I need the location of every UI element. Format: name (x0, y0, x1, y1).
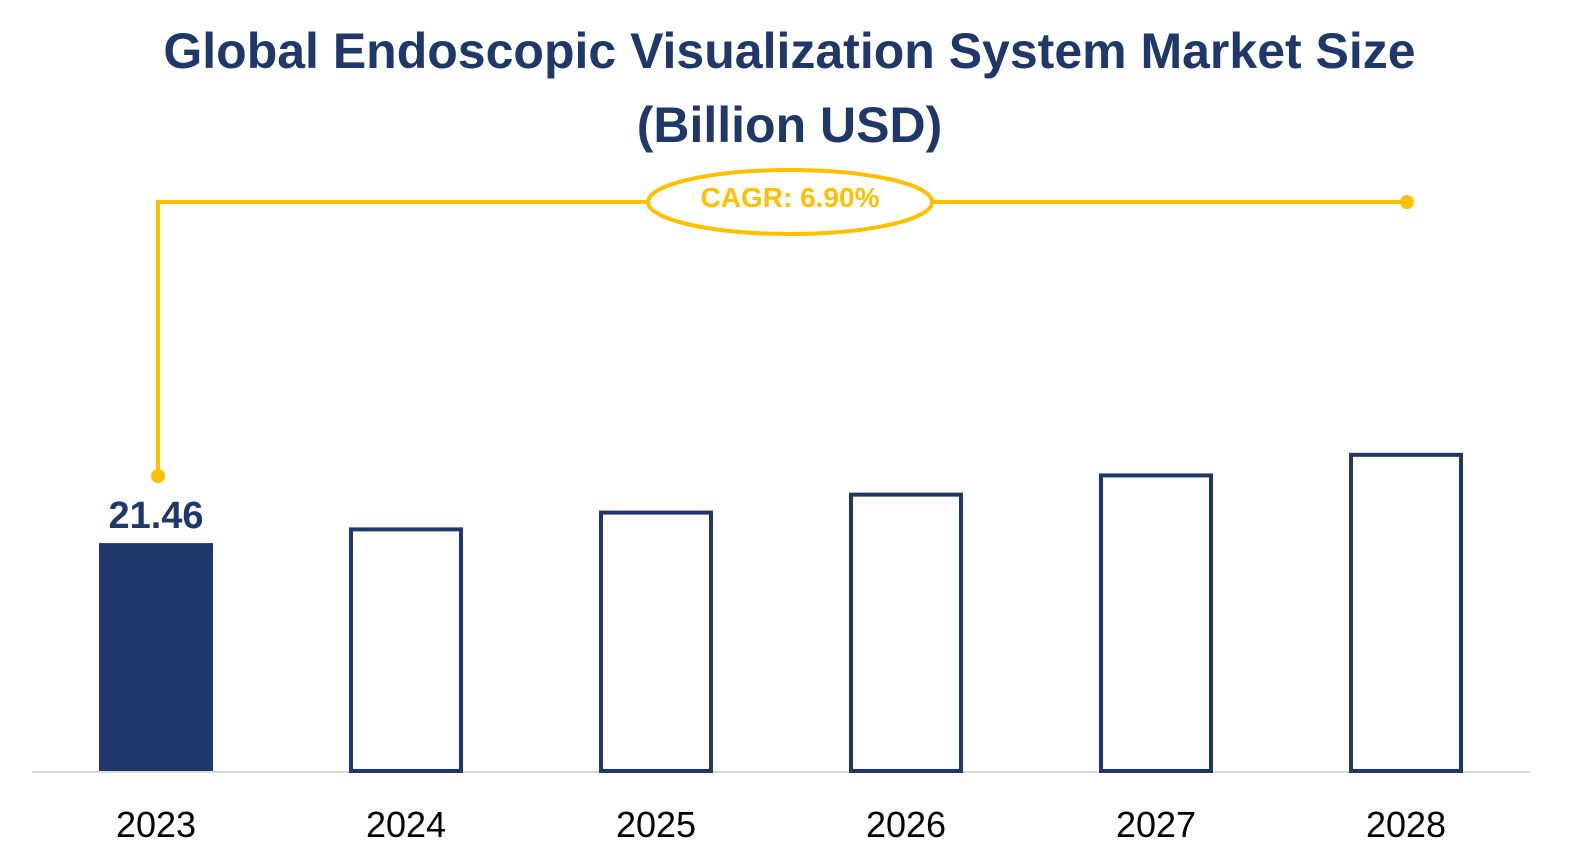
cagr-end-dot (1400, 195, 1414, 209)
cagr-label: CAGR: 6.90% (700, 182, 880, 213)
x-tick-2026: 2026 (865, 804, 947, 845)
bar-2023 (99, 543, 213, 771)
cagr-ellipse (646, 168, 934, 236)
bar-2028 (1349, 452, 1463, 773)
bar-2026 (849, 492, 963, 773)
chart-title-line2: (Billion USD) (636, 97, 943, 153)
x-tick-2023: 2023 (115, 804, 197, 845)
bar-2024 (349, 527, 463, 773)
x-tick-2024: 2024 (365, 804, 447, 845)
bar-2025 (599, 510, 713, 773)
cagr-connector-left (156, 200, 650, 476)
cagr-start-dot (151, 469, 165, 483)
x-tick-2028: 2028 (1365, 804, 1447, 845)
x-tick-2027: 2027 (1115, 804, 1197, 845)
x-tick-2025: 2025 (615, 804, 697, 845)
bars (99, 452, 1463, 773)
chart-title-line1: Global Endoscopic Visualization System M… (163, 23, 1416, 79)
bar-2027 (1099, 473, 1213, 773)
value-label-2023: 21.46 (108, 495, 204, 538)
chart-title: Global Endoscopic Visualization System M… (0, 14, 1579, 162)
